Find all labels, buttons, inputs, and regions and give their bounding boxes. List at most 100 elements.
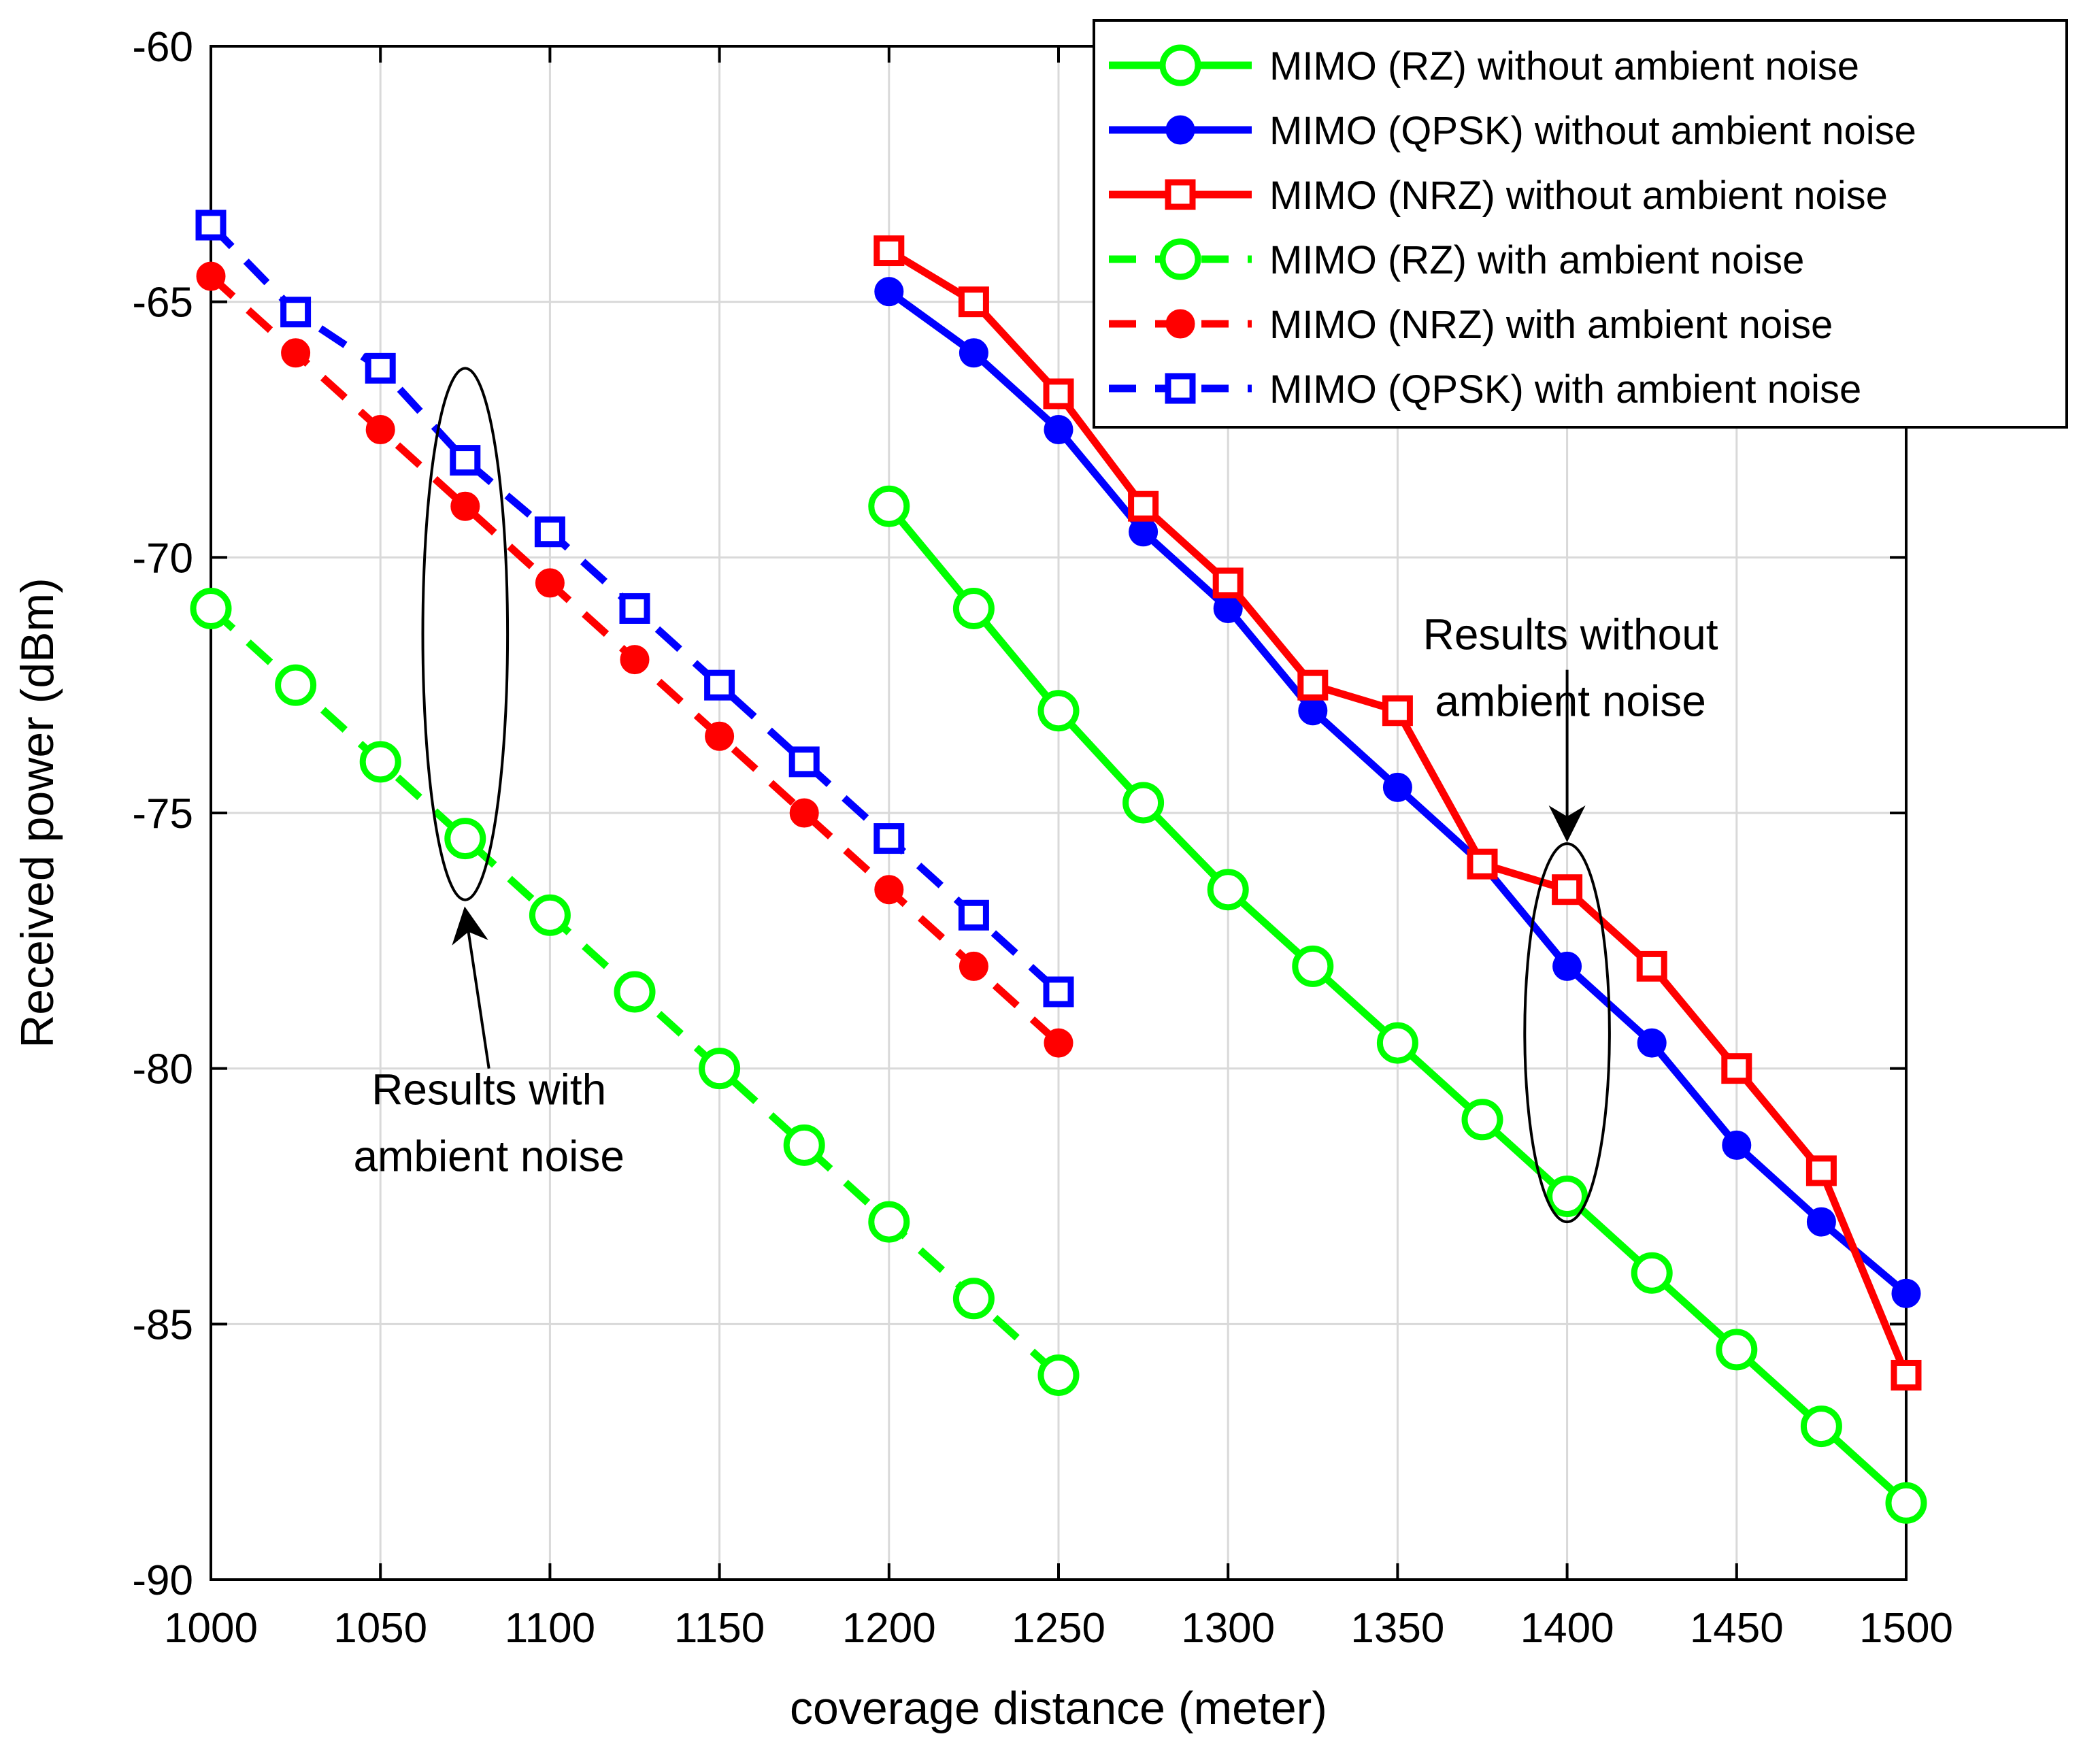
data-point	[958, 286, 989, 318]
legend-label: MIMO (QPSK) without ambient noise	[1269, 109, 1916, 153]
annotation-ellipse	[1523, 842, 1611, 1224]
data-point	[275, 664, 317, 706]
series-3	[190, 587, 1080, 1396]
legend-item-0: MIMO (RZ) without ambient noise	[1109, 44, 1859, 88]
legend-label: MIMO (NRZ) with ambient noise	[1269, 303, 1833, 347]
data-point	[619, 593, 650, 624]
data-point	[1382, 695, 1413, 727]
data-point	[699, 1048, 741, 1090]
data-point	[1207, 869, 1249, 911]
data-point	[1044, 1028, 1073, 1058]
data-point	[1631, 1252, 1673, 1294]
y-tick-label: -60	[132, 24, 193, 71]
data-point	[1044, 415, 1073, 444]
data-point	[1891, 1278, 1921, 1308]
data-point	[1037, 1354, 1080, 1396]
data-point	[1122, 782, 1165, 824]
legend-swatch-marker	[1159, 238, 1201, 280]
annotation-arrow	[452, 906, 490, 1069]
data-point	[952, 1278, 995, 1320]
data-point	[1800, 1405, 1842, 1448]
data-point	[1552, 874, 1583, 905]
data-point	[534, 516, 565, 548]
data-point	[280, 297, 312, 328]
data-point	[1129, 517, 1159, 547]
legend-swatch-marker	[1165, 373, 1196, 404]
x-tick-label: 1150	[674, 1605, 765, 1652]
data-point	[789, 798, 819, 828]
data-point	[952, 587, 995, 629]
legend-label: MIMO (QPSK) with ambient noise	[1269, 367, 1861, 412]
legend-swatch-marker	[1159, 44, 1201, 86]
data-point	[1292, 945, 1334, 987]
y-axis-label: Received power (dBm)	[12, 578, 63, 1048]
y-tick-label: -90	[132, 1557, 193, 1604]
data-point	[1891, 1359, 1922, 1391]
data-point	[874, 277, 904, 307]
data-point	[1043, 378, 1074, 410]
x-tick-label: 1050	[333, 1605, 427, 1652]
data-point	[1297, 669, 1329, 701]
x-tick-label: 1300	[1181, 1605, 1275, 1652]
legend-item-5: MIMO (QPSK) with ambient noise	[1109, 367, 1861, 412]
data-point	[1043, 976, 1074, 1008]
data-point	[1552, 951, 1582, 981]
data-point	[450, 491, 480, 521]
x-tick-label: 1350	[1350, 1605, 1444, 1652]
data-point	[868, 1201, 910, 1243]
data-point	[359, 741, 401, 783]
data-point	[535, 568, 565, 598]
series-0	[868, 485, 1927, 1524]
data-point	[1885, 1482, 1927, 1524]
legend-label: MIMO (NRZ) without ambient noise	[1269, 173, 1888, 218]
legend-item-2: MIMO (NRZ) without ambient noise	[1109, 173, 1888, 218]
y-tick-label: -65	[132, 280, 193, 327]
data-point	[1636, 950, 1667, 982]
data-point	[1546, 1176, 1588, 1217]
data-point	[1637, 1028, 1667, 1058]
x-tick-label: 1100	[505, 1605, 595, 1652]
y-tick-label: -75	[132, 791, 193, 837]
data-point	[196, 261, 226, 291]
data-point	[958, 899, 989, 931]
data-point	[365, 352, 396, 384]
annotation-without-noise: Results without ambient noise	[1423, 610, 1718, 1224]
y-tick-label: -70	[132, 535, 193, 582]
series-4	[196, 261, 1073, 1058]
data-point	[620, 645, 650, 675]
data-point	[873, 235, 905, 267]
legend-label: MIMO (RZ) without ambient noise	[1269, 44, 1859, 88]
series-5	[195, 210, 1074, 1008]
data-point	[1716, 1329, 1758, 1371]
x-tick-label: 1250	[1012, 1605, 1105, 1652]
data-point	[1376, 1022, 1418, 1064]
data-point	[365, 415, 395, 444]
data-point	[783, 1124, 825, 1166]
annotation-text: Results without	[1423, 610, 1718, 659]
legend-swatch-marker	[1165, 115, 1195, 145]
legend-swatch-marker	[1165, 309, 1195, 339]
x-tick-label: 1000	[164, 1605, 258, 1652]
y-tick-label: -80	[132, 1046, 193, 1093]
data-point	[1722, 1130, 1752, 1160]
data-point	[959, 951, 988, 981]
data-point	[1806, 1207, 1836, 1237]
data-point	[1461, 1099, 1503, 1141]
x-axis-label: coverage distance (meter)	[790, 1682, 1327, 1734]
legend-item-4: MIMO (NRZ) with ambient noise	[1109, 303, 1833, 347]
y-tick-label: -85	[132, 1301, 193, 1348]
data-point	[450, 445, 481, 476]
annotation-ellipse	[421, 367, 510, 901]
data-point	[444, 818, 486, 860]
legend-item-1: MIMO (QPSK) without ambient noise	[1109, 109, 1916, 153]
data-point	[868, 485, 910, 527]
data-point	[873, 823, 905, 854]
data-point	[1037, 690, 1080, 732]
data-point	[705, 721, 735, 751]
data-point	[1128, 490, 1159, 522]
annotation-text: Results with	[371, 1065, 606, 1114]
x-tick-label: 1500	[1859, 1605, 1953, 1652]
data-point	[1212, 567, 1244, 599]
annotation-with-noise: Results with ambient noise	[353, 367, 625, 1180]
data-point	[1721, 1053, 1752, 1084]
